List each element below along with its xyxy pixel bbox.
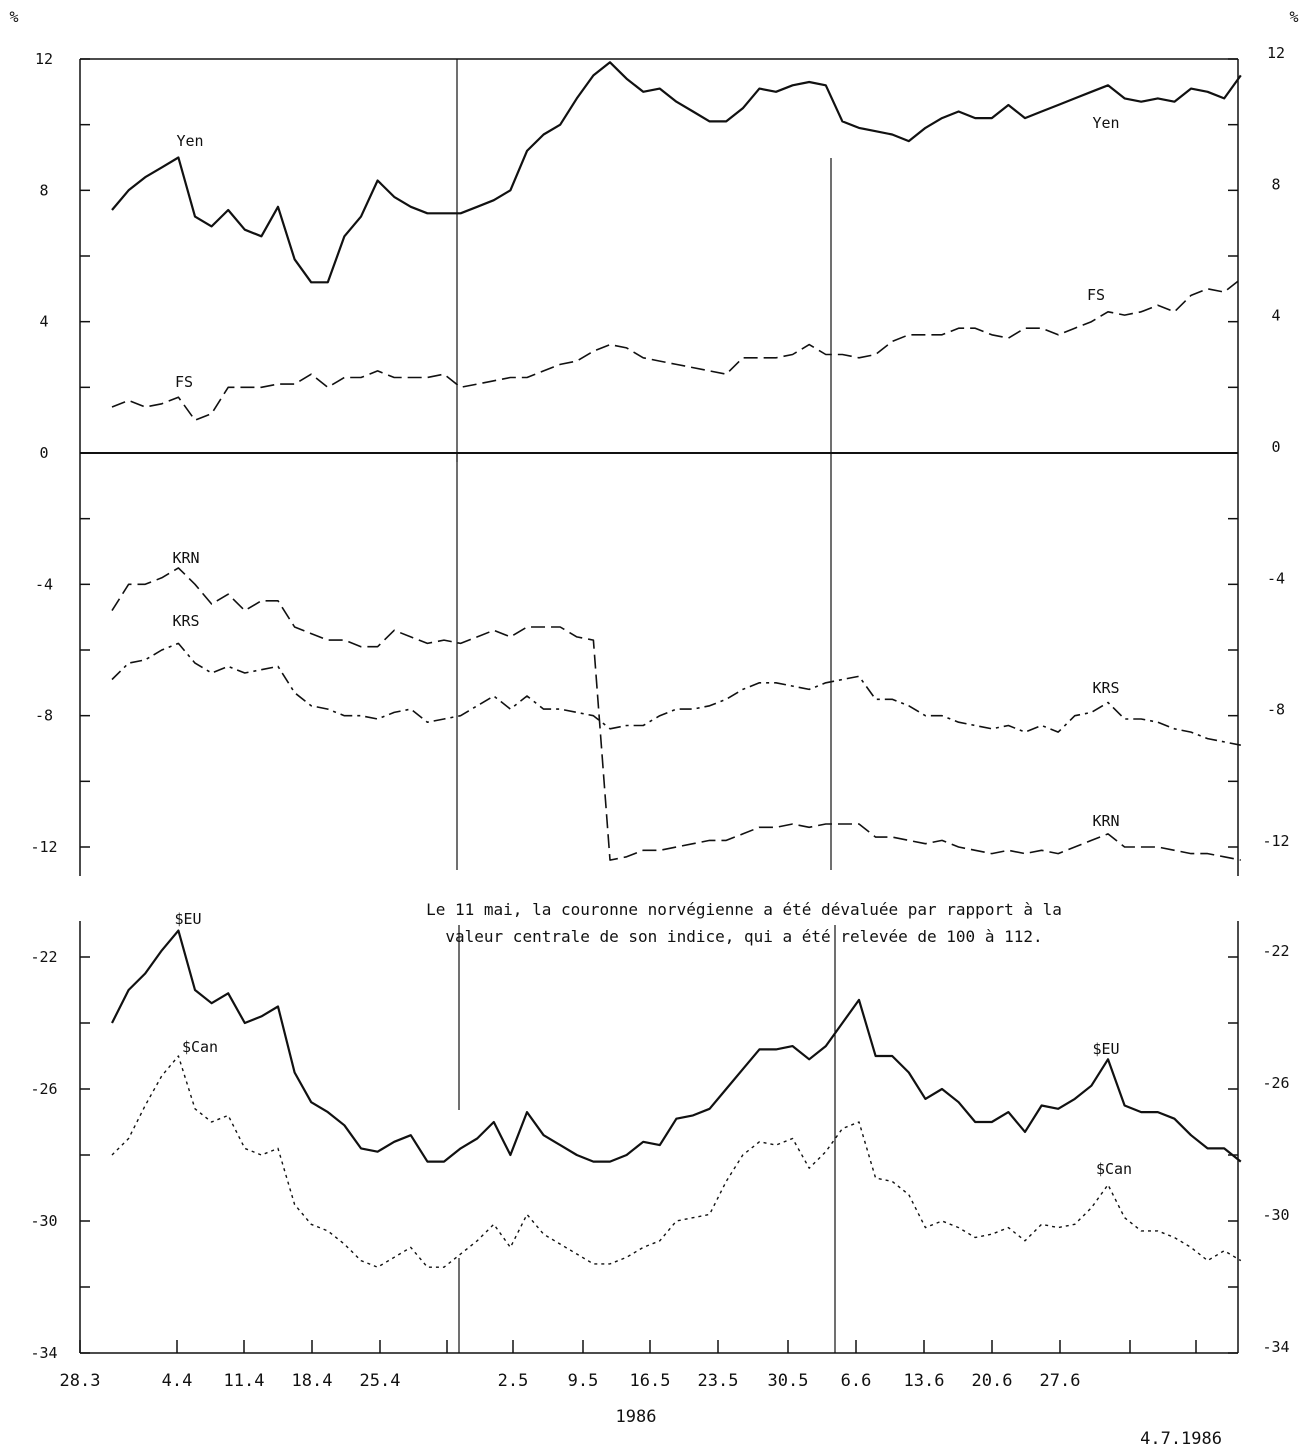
devaluation-note-line-2: valeur centrale de son indice, qui a été… (445, 927, 1042, 946)
x-tick-label: 2.5 (498, 1371, 529, 1391)
date-stamp: 4.7.1986 (1140, 1429, 1222, 1447)
series-label: $EU (174, 910, 201, 928)
y-tick-label-left: -30 (30, 1212, 57, 1230)
x-tick-label: 30.5 (768, 1371, 809, 1391)
y-tick-label-right: -4 (1267, 569, 1285, 587)
series-label: $EU (1092, 1040, 1119, 1058)
y-tick-label-left: 12 (35, 50, 53, 68)
y-tick-label-left: -22 (30, 948, 57, 966)
series-label: Yen (1092, 114, 1119, 132)
x-tick-label: 23.5 (698, 1371, 739, 1391)
y-tick-label-right: -8 (1267, 701, 1285, 719)
series-lines (111, 61, 1242, 1268)
devaluation-note-line-1: Le 11 mai, la couronne norvégienne a été… (426, 900, 1062, 919)
y-tick-label-right: 0 (1271, 438, 1280, 456)
y-axis-labels: 12 12 8 8 4 4 0 0 -4 -4 -8 -8 -12 -12 -22 -22 -26 -26 -30 -… (30, 44, 1289, 1362)
series-label: $Can (1096, 1160, 1132, 1178)
series-label: KRN (172, 549, 199, 567)
series-label: KRS (172, 612, 199, 630)
y-tick-label-left: 0 (39, 444, 48, 462)
y-tick-label-left: -26 (30, 1080, 57, 1098)
series-line-usd-can (111, 1055, 1242, 1268)
x-axis-labels: 28.3 4.4 11.4 18.4 25.4 2.5 9.5 16.5 23.5 30.5 6.6… (60, 1371, 1081, 1391)
series-label: Yen (176, 132, 203, 150)
y-tick-label-right: 8 (1271, 175, 1280, 193)
axis-ticks (79, 58, 1238, 1354)
right-unit-label: % (1289, 8, 1298, 26)
x-tick-label: 25.4 (360, 1371, 401, 1391)
x-tick-label: 9.5 (568, 1371, 599, 1391)
series-line-usd-eu (111, 929, 1242, 1163)
plot-frame (79, 58, 1239, 1354)
series-label: FS (175, 373, 193, 391)
y-tick-label-left: -4 (35, 575, 53, 593)
x-tick-label: 16.5 (630, 1371, 671, 1391)
x-tick-label: 11.4 (224, 1371, 265, 1391)
x-tick-label: 20.6 (972, 1371, 1013, 1391)
y-tick-label-right: -26 (1262, 1074, 1289, 1092)
series-label: KRN (1092, 812, 1119, 830)
series-label: KRS (1092, 679, 1119, 697)
series-label: $Can (182, 1038, 218, 1056)
y-tick-label-left: -8 (35, 707, 53, 725)
x-tick-label: 27.6 (1040, 1371, 1081, 1391)
series-line-krs (111, 642, 1241, 746)
y-tick-label-right: -12 (1262, 832, 1289, 850)
y-tick-label-right: -34 (1262, 1338, 1289, 1356)
y-tick-label-left: -34 (30, 1344, 57, 1362)
y-tick-label-left: -12 (30, 838, 57, 856)
series-line-fs (111, 278, 1242, 421)
series-line-krn (111, 567, 1241, 861)
series-line-yen (111, 61, 1242, 284)
y-tick-label-right: -22 (1262, 942, 1289, 960)
y-tick-label-right: 12 (1267, 44, 1285, 62)
left-unit-label: % (9, 8, 18, 26)
y-tick-label-left: 8 (39, 181, 48, 199)
x-tick-label: 18.4 (292, 1371, 333, 1391)
x-tick-label: 13.6 (904, 1371, 945, 1391)
y-tick-label-right: -30 (1262, 1206, 1289, 1224)
x-tick-label: 4.4 (162, 1371, 193, 1391)
series-label: FS (1087, 286, 1105, 304)
x-tick-label: 28.3 (60, 1371, 101, 1391)
x-tick-label: 6.6 (841, 1371, 872, 1391)
y-tick-label-right: 4 (1271, 307, 1280, 325)
series-labels: Yen Yen FS FS KRN KRN KRS KRS $EU $EU $Can $Can (172, 114, 1132, 1178)
axis-break-band (60, 876, 1260, 921)
year-label: 1986 (616, 1407, 657, 1427)
y-tick-label-left: 4 (39, 313, 48, 331)
